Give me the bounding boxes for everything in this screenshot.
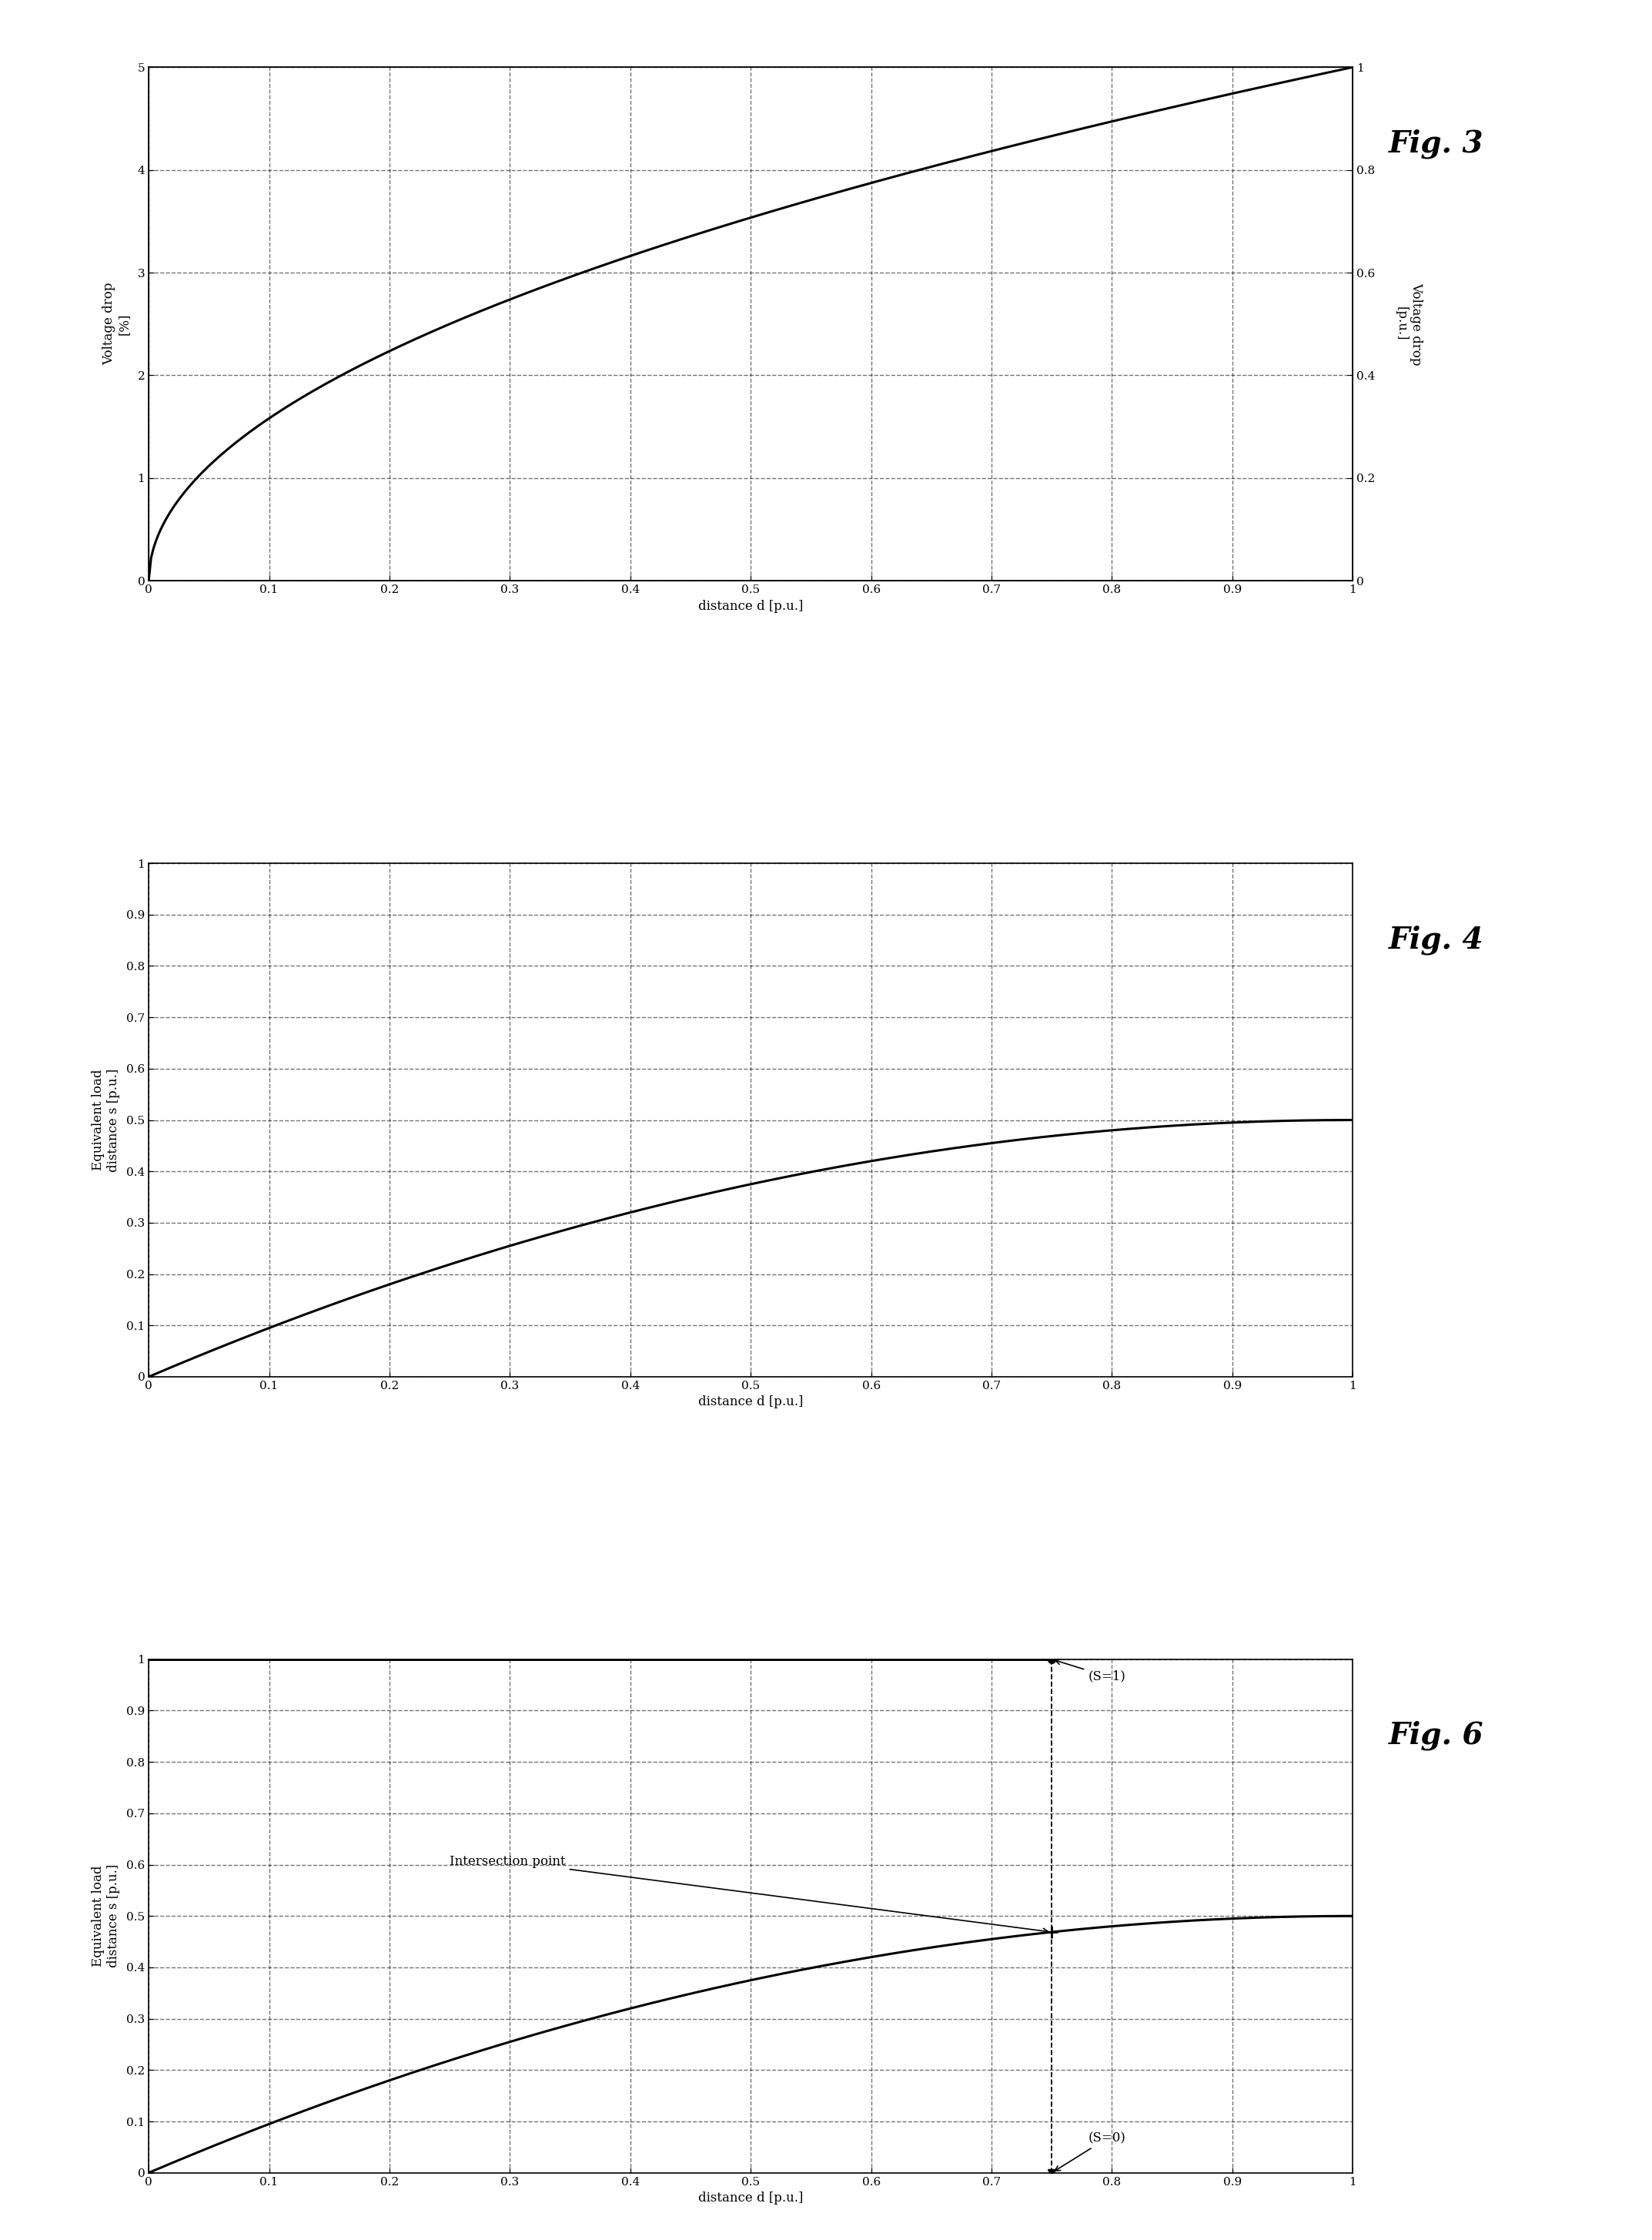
- X-axis label: distance d [p.u.]: distance d [p.u.]: [699, 1396, 803, 1409]
- Y-axis label: Voltage drop
[%]: Voltage drop [%]: [102, 282, 131, 365]
- Y-axis label: Equivalent load
distance s [p.u.]: Equivalent load distance s [p.u.]: [91, 1068, 121, 1172]
- Text: Intersection point: Intersection point: [449, 1855, 1049, 1933]
- Text: (S=1): (S=1): [1056, 1660, 1125, 1682]
- X-axis label: distance d [p.u.]: distance d [p.u.]: [699, 600, 803, 614]
- Text: Fig. 4: Fig. 4: [1389, 925, 1483, 954]
- Y-axis label: Voltage drop
[p.u.]: Voltage drop [p.u.]: [1394, 282, 1422, 365]
- Text: (S=0): (S=0): [1054, 2132, 1125, 2171]
- Text: Fig. 6: Fig. 6: [1389, 1720, 1483, 1749]
- X-axis label: distance d [p.u.]: distance d [p.u.]: [699, 2191, 803, 2204]
- Text: Fig. 3: Fig. 3: [1389, 130, 1483, 159]
- Y-axis label: Equivalent load
distance s [p.u.]: Equivalent load distance s [p.u.]: [91, 1864, 121, 1967]
